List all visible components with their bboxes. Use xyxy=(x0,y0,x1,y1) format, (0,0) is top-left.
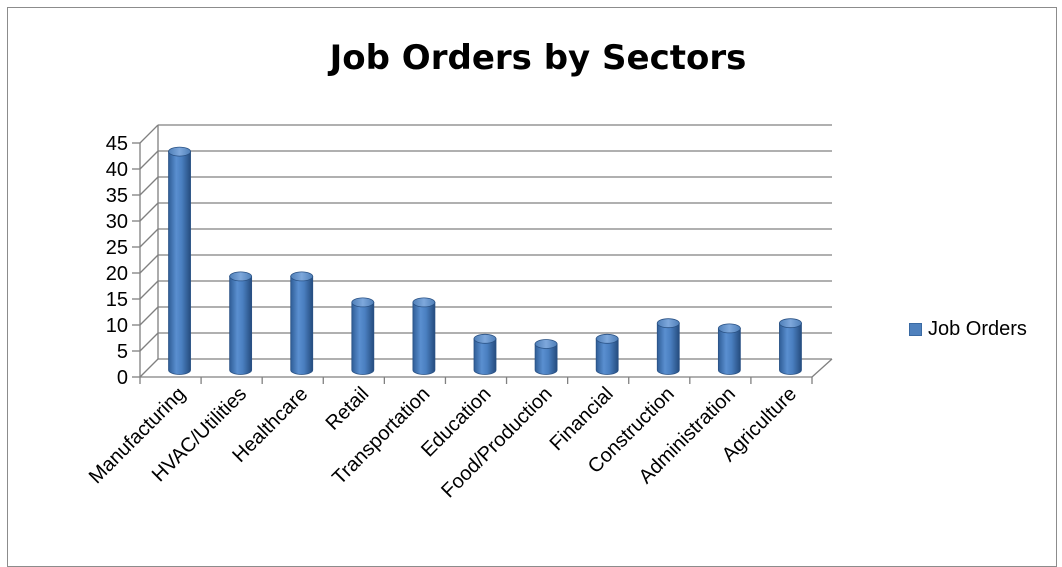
legend: Job Orders xyxy=(909,318,1027,341)
y-tick-label: 35 xyxy=(106,185,128,207)
gridline-side xyxy=(139,150,159,170)
y-tick-label: 45 xyxy=(106,133,128,155)
bar-cap xyxy=(717,323,741,334)
bar-cap xyxy=(351,297,375,308)
y-tick-label: 15 xyxy=(106,289,128,311)
bar-body xyxy=(595,338,619,375)
gridline-side xyxy=(139,176,159,196)
bar-body xyxy=(351,302,375,375)
bar-body xyxy=(290,276,314,375)
gridline-side xyxy=(139,254,159,274)
bar-body xyxy=(534,343,558,375)
x-tick-label: Retail xyxy=(322,383,374,435)
bar xyxy=(168,146,191,375)
x-tick-label: Food/Production xyxy=(437,383,556,502)
bar xyxy=(351,297,375,375)
bar-body xyxy=(473,338,497,375)
gridline-side xyxy=(139,306,159,326)
bar xyxy=(717,323,741,375)
bar-body xyxy=(779,322,802,375)
gridline-side xyxy=(139,124,159,144)
axis-layer xyxy=(132,125,833,384)
y-tick-label: 30 xyxy=(106,211,128,233)
bar-cap xyxy=(412,297,436,308)
bar-body xyxy=(168,151,191,375)
gridline-side xyxy=(139,358,159,378)
gridline-side xyxy=(139,202,159,222)
bar xyxy=(779,318,802,375)
bar-cap xyxy=(595,333,619,344)
bar-body xyxy=(412,302,436,375)
gridline-side xyxy=(139,332,159,352)
y-tick-label: 40 xyxy=(106,159,128,181)
bar xyxy=(290,271,314,375)
bar-cap xyxy=(229,271,253,282)
bar-cap xyxy=(656,318,680,329)
bar xyxy=(534,339,558,375)
chart-title: Job Orders by Sectors xyxy=(329,38,747,78)
bar-cap xyxy=(168,146,191,157)
legend-swatch xyxy=(909,323,922,336)
legend-label: Job Orders xyxy=(928,318,1027,340)
bar xyxy=(473,333,497,375)
bar xyxy=(412,297,436,375)
y-tick-label: 25 xyxy=(106,237,128,259)
bar-body xyxy=(656,322,680,375)
bar xyxy=(595,333,619,375)
x-axis-side xyxy=(811,358,833,378)
bar-body xyxy=(717,328,741,375)
bar-body xyxy=(229,276,253,375)
y-tick-label: 20 xyxy=(106,263,128,285)
bar-cap xyxy=(290,271,314,282)
bar xyxy=(656,318,680,375)
labels-layer: 051015202530354045ManufacturingHVAC/Util… xyxy=(85,133,801,502)
bars-layer xyxy=(168,146,802,375)
gridline-side xyxy=(139,228,159,248)
bar-cap xyxy=(779,318,802,329)
bar-cap xyxy=(534,339,558,349)
bar-cap xyxy=(473,333,497,344)
y-tick-label: 0 xyxy=(117,367,128,389)
gridline-side xyxy=(139,280,159,300)
bar xyxy=(229,271,253,375)
y-tick-label: 5 xyxy=(117,341,128,363)
y-tick-label: 10 xyxy=(106,315,128,337)
